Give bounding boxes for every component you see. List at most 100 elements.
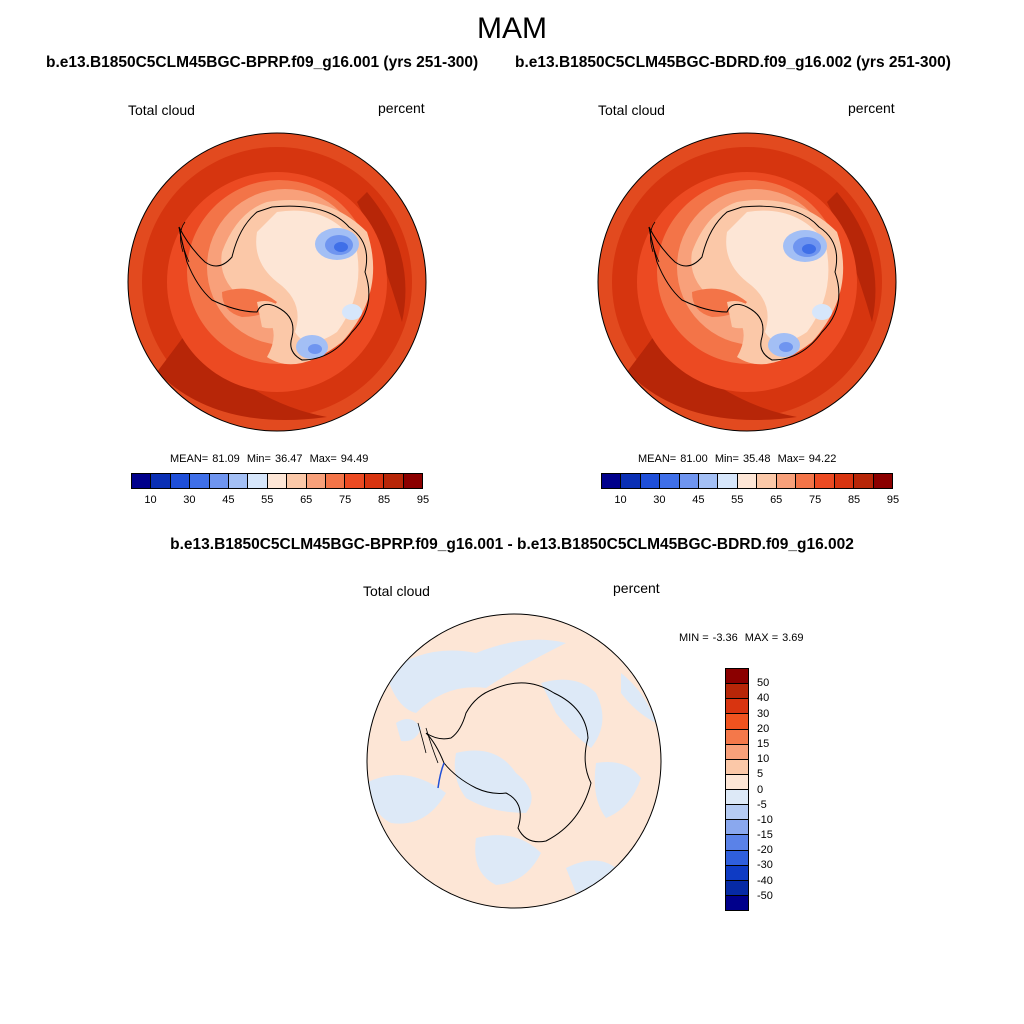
case1-stats: MEAN= 81.09 Min= 36.47 Max= 94.49: [170, 453, 372, 465]
case1-title: b.e13.B1850C5CLM45BGC-BPRP.f09_g16.001 (…: [46, 54, 479, 71]
case1-mean-label: MEAN=: [170, 453, 209, 465]
case2-polar-map: [597, 132, 897, 432]
case2-units-label: percent: [848, 100, 895, 116]
case2-colorbar-swatch: [621, 474, 641, 488]
case1-colorbar-tick-label: 85: [377, 494, 391, 506]
case1-colorbar-tick-label: 65: [300, 494, 313, 506]
case2-max-value: 94.22: [808, 453, 837, 465]
case1-colorbar-ticks: 10 30 45 55 65 75 85 95: [131, 494, 429, 508]
case2-colorbar-swatch: [737, 474, 758, 488]
diff-title: b.e13.B1850C5CLM45BGC-BPRP.f09_g16.001 -…: [170, 536, 854, 553]
diff-colorbar-tick-label: 50: [757, 677, 770, 690]
diff-colorbar-swatch: [726, 835, 748, 851]
diff-colorbar-swatch: [726, 744, 748, 760]
diff-colorbar-swatch: [726, 850, 748, 866]
case2-colorbar-swatch: [602, 474, 622, 488]
diff-colorbar-tick-label: -20: [757, 844, 773, 857]
case2-colorbar-swatch: [640, 474, 661, 488]
case2-colorbar-tick-label: 95: [886, 494, 900, 506]
diff-colorbar-swatch: [726, 699, 748, 715]
diff-colorbar-tick-label: -40: [757, 874, 773, 887]
case2-colorbar-tick-label: 75: [809, 494, 822, 506]
case2-colorbar-ticks: 10 30 45 55 65 75 85 95: [601, 494, 899, 508]
case2-colorbar-swatch: [699, 474, 719, 488]
diff-polar-map: [366, 613, 662, 909]
season-title: MAM: [477, 12, 547, 45]
diff-colorbar-swatch: [726, 895, 748, 910]
case2-colorbar-swatch: [873, 474, 893, 488]
case1-variable-label: Total cloud: [128, 102, 195, 118]
case1-colorbar-swatch: [384, 474, 404, 488]
diff-colorbar-tick-label: 0: [757, 783, 764, 796]
case2-colorbar-tick-label: 30: [653, 494, 666, 506]
case1-colorbar-tick-label: 30: [183, 494, 196, 506]
diff-colorbar-tick-label: 20: [757, 722, 770, 735]
case1-colorbar-swatch: [345, 474, 365, 488]
diff-colorbar-tick-label: 15: [757, 737, 770, 750]
diff-colorbar: [725, 668, 749, 911]
diff-colorbar-swatch: [726, 759, 748, 775]
case1-colorbar-swatch: [306, 474, 327, 488]
case1-max-value: 94.49: [340, 453, 369, 465]
diff-colorbar-swatch: [726, 774, 748, 790]
case1-colorbar-swatch: [267, 474, 288, 488]
case1-colorbar-swatch: [209, 474, 230, 488]
case2-title: b.e13.B1850C5CLM45BGC-BDRD.f09_g16.002 (…: [515, 54, 951, 71]
diff-colorbar-tick-label: 5: [757, 768, 764, 781]
diff-colorbar-tick-label: 10: [757, 753, 770, 766]
diff-colorbar-swatch: [726, 820, 748, 836]
case1-colorbar-swatch: [151, 474, 171, 488]
case1-colorbar: [131, 473, 423, 489]
diff-max-label: MAX =: [744, 632, 779, 644]
diff-colorbar-swatch: [726, 729, 748, 745]
case2-colorbar-tick-label: 85: [847, 494, 861, 506]
case1-colorbar-swatch: [326, 474, 346, 488]
case2-min-value: 35.48: [742, 453, 771, 465]
case2-colorbar-swatch: [718, 474, 738, 488]
diff-colorbar-tick-label: -15: [757, 829, 773, 842]
diff-colorbar-swatch: [726, 669, 748, 685]
diff-colorbar-tick-label: 40: [757, 692, 770, 705]
diff-min-value: -3.36: [712, 632, 738, 644]
case1-colorbar-swatch: [364, 474, 385, 488]
diff-stats: MIN = -3.36 MAX = 3.69: [679, 632, 808, 644]
case1-colorbar-tick-label: 55: [261, 494, 274, 506]
case2-min-label: Min=: [714, 453, 739, 465]
case2-mean-value: 81.00: [680, 453, 708, 465]
case1-colorbar-swatch: [403, 474, 423, 488]
case1-max-label: Max=: [309, 453, 337, 465]
case1-colorbar-swatch: [170, 474, 191, 488]
case1-min-label: Min=: [246, 453, 271, 465]
case2-stats: MEAN= 81.00 Min= 35.48 Max= 94.22: [638, 453, 840, 465]
case2-colorbar-swatch: [757, 474, 777, 488]
case2-colorbar-tick-label: 65: [770, 494, 783, 506]
case2-colorbar-swatch: [815, 474, 835, 488]
case1-colorbar-swatch: [248, 474, 268, 488]
case1-polar-map: [127, 132, 427, 432]
diff-units-label: percent: [613, 580, 660, 596]
case1-colorbar-tick-label: 75: [339, 494, 352, 506]
case1-colorbar-swatch: [287, 474, 307, 488]
diff-colorbar-swatch: [726, 805, 748, 821]
case2-colorbar-swatch: [776, 474, 797, 488]
diff-max-value: 3.69: [782, 632, 804, 644]
case1-colorbar-tick-label: 10: [144, 494, 157, 506]
case1-min-value: 36.47: [274, 453, 303, 465]
diff-colorbar-tick-label: -50: [757, 889, 773, 902]
case1-colorbar-swatch: [190, 474, 210, 488]
case2-colorbar-tick-label: 45: [692, 494, 705, 506]
case2-colorbar-swatch: [796, 474, 816, 488]
diff-colorbar-tick-label: 30: [757, 707, 770, 720]
diff-colorbar-tick-label: -30: [757, 859, 773, 872]
diff-variable-label: Total cloud: [363, 583, 430, 599]
diff-colorbar-tick-label: -10: [757, 813, 773, 826]
case2-colorbar-swatch: [679, 474, 700, 488]
case2-variable-label: Total cloud: [598, 102, 665, 118]
diff-colorbar-swatch: [726, 790, 748, 806]
case2-colorbar-tick-label: 55: [731, 494, 744, 506]
diff-colorbar-swatch: [726, 714, 748, 730]
case1-units-label: percent: [378, 100, 425, 116]
case1-mean-value: 81.09: [212, 453, 240, 465]
case2-max-label: Max=: [777, 453, 805, 465]
case1-colorbar-swatch: [229, 474, 249, 488]
